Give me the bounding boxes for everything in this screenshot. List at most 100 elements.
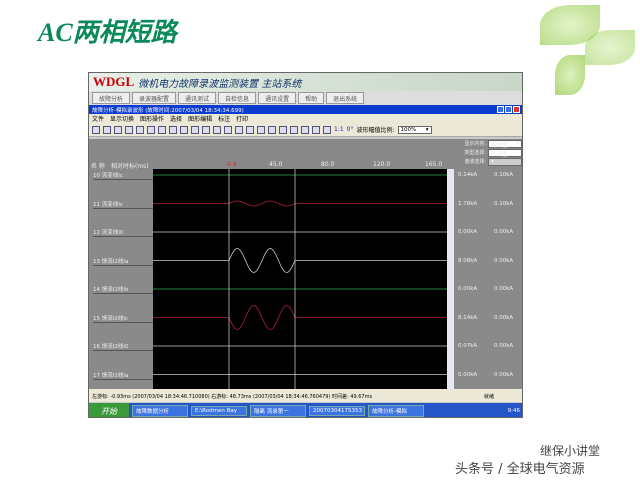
window-title: 故障分析-模拟录波形 (故障时间:2007/03/04 18:34:34.699… (92, 107, 244, 114)
menu-item[interactable]: 显示切换 (110, 116, 135, 123)
channel-labels: 10 流变线Ic 11 流变线Ic 12 流变线I0 13 馈流I2线Ia 14 馈流I… (89, 169, 153, 389)
maximize-button[interactable] (505, 106, 512, 113)
channel-label[interactable]: 14 馈流I2线Ib (93, 285, 153, 294)
channel-label[interactable]: 10 流变线Ic (93, 171, 153, 180)
channel-label[interactable]: 11 流变线Ic (93, 200, 153, 209)
time-column-header: 相对时标(ms) (111, 163, 149, 170)
toolbar-button-icon[interactable] (180, 125, 188, 134)
scale-select[interactable]: 100% ▾ (397, 125, 432, 134)
waveform-plot[interactable] (153, 169, 447, 389)
taskbar: 开始 故障数据分析 E:\Rodmen Bay 隔离 流录第一 20070304175… (89, 403, 522, 417)
status-ready: 就绪 (483, 394, 494, 400)
leaf-decoration (585, 30, 635, 65)
app-menu-item[interactable]: 自检信息 (218, 92, 257, 104)
harmonic-select[interactable]: ▾ (488, 158, 522, 166)
scale-label: 波形幅值比例: (356, 127, 395, 134)
display-label: 显示内容: (464, 141, 486, 147)
channel-label[interactable]: 12 流变线I0 (93, 228, 153, 237)
toolbar-button-icon[interactable] (169, 125, 177, 134)
toolbar-text-button[interactable]: 0° (346, 126, 354, 133)
toolbar-button-icon[interactable] (125, 125, 133, 134)
channel-value-2: 0.00kA (494, 314, 514, 321)
taskbar-task[interactable]: 故障数据分析 (132, 405, 188, 417)
cursor-marker: -0.9 (225, 161, 237, 168)
toolbar-button-icon[interactable] (103, 125, 111, 134)
toolbar-button-icon[interactable] (235, 125, 243, 134)
channel-value-2: 0.00kA (494, 343, 514, 349)
app-menu-item[interactable]: 故障分析 (92, 92, 131, 104)
vertical-scrollbar[interactable] (447, 169, 454, 389)
toolbar-button-icon[interactable] (224, 125, 232, 134)
toolbar-button-icon[interactable] (114, 125, 122, 134)
channel-value-1: 8.08kA (458, 257, 478, 264)
window-title-bar: 故障分析-模拟录波形 (故障时间:2007/03/04 18:34:34.699… (89, 105, 522, 114)
toolbar-button-icon[interactable] (312, 125, 320, 134)
toolbar-button-icon[interactable] (246, 125, 254, 134)
toolbar-button-icon[interactable] (213, 125, 221, 134)
channel-label[interactable]: 17 馈流I1线Ia (93, 371, 153, 380)
app-title-bar: WDGL 微机电力故障录波监测装置 主站系统 (89, 73, 522, 91)
display-select[interactable]: 有效值 ▾ (488, 140, 522, 149)
app-menu-item[interactable]: 通讯设置 (258, 92, 297, 104)
channel-label[interactable]: 16 馈流I2线I0 (93, 342, 153, 351)
menu-item[interactable]: 选择 (170, 116, 183, 123)
menu-item[interactable]: 标注 (218, 116, 231, 123)
menu-item[interactable]: 文件 (92, 116, 105, 123)
minimize-button[interactable] (497, 106, 504, 113)
toolbar-button-icon[interactable] (136, 125, 144, 134)
toolbar-button-icon[interactable] (158, 125, 166, 134)
toolbar-button-icon[interactable] (268, 125, 276, 134)
channel-trace (153, 248, 447, 273)
channel-value-1: 0.00kA (458, 286, 478, 292)
toolbar-text-button[interactable]: 1:1 (334, 126, 344, 133)
close-button[interactable] (513, 106, 520, 113)
channel-trace (153, 200, 447, 207)
taskbar-task[interactable]: 20070304175353 (309, 406, 365, 416)
taskbar-clock: 9:46 (507, 408, 520, 414)
waveform-header: 名 称 相对时标(ms) -0.9 45.0 80.0 120.0 165.0 显示内… (89, 139, 522, 170)
toolbar-button-icon[interactable] (92, 125, 100, 134)
taskbar-task[interactable]: 故障分析-模拟 (368, 405, 424, 417)
app-logo: WDGL (93, 74, 135, 89)
toolbar-button-icon[interactable] (147, 125, 155, 134)
menu-item[interactable]: 图形操作 (140, 116, 165, 123)
app-menu-item[interactable]: 通讯测试 (178, 92, 217, 104)
menu-item[interactable]: 图形编辑 (188, 116, 213, 123)
toolbar-button-icon[interactable] (191, 125, 199, 134)
app-menu-item[interactable]: 帮助 (298, 92, 325, 104)
channel-value-2: 0.00kA (494, 371, 514, 378)
app-subtitle: 微机电力故障录波监测装置 主站系统 (138, 78, 302, 90)
status-bar: 左游标: -0.93ms (2007/03/04 18:34:46.710080… (89, 389, 522, 402)
toolbar-button-icon[interactable] (279, 125, 287, 134)
channel-value-1: 0.00kA (458, 229, 478, 235)
app-menu-item[interactable]: 录波器配置 (132, 92, 177, 104)
time-tick: 120.0 (373, 161, 391, 168)
time-tick: 80.0 (321, 161, 335, 168)
taskbar-task[interactable]: E:\Rodmen Bay (191, 406, 247, 416)
channel-label[interactable]: 13 馈流I2线Ia (93, 257, 153, 266)
cursor-status: 左游标: -0.93ms (2007/03/04 18:34:46.710080… (92, 394, 373, 400)
channel-value-1: 1.78kA (458, 200, 478, 207)
app-menu: 故障分析 录波器配置 通讯测试 自检信息 通讯设置 帮助 退出系统 (89, 91, 522, 105)
channel-trace (153, 305, 447, 330)
toolbar-button-icon[interactable] (301, 125, 309, 134)
harmonic-label: 谐波选择: (464, 159, 486, 165)
channel-value-2: 0.00kA (494, 257, 514, 264)
channel-value-1: 0.14kA (458, 172, 478, 178)
channel-value-1: 0.00kA (458, 371, 478, 378)
channel-value-2: 0.00kA (494, 229, 514, 235)
channel-label[interactable]: 15 馈流I2线Ic (93, 314, 153, 323)
toolbar-button-icon[interactable] (202, 125, 210, 134)
slide-title: AC两相短路 (38, 18, 177, 47)
watermark-source: 头条号 / 全球电气资源 (455, 462, 585, 477)
type-select[interactable]: 一次值 ▾ (488, 149, 522, 158)
menu-item[interactable]: 打印 (236, 116, 249, 123)
toolbar-button-icon[interactable] (257, 125, 265, 134)
toolbar-button-icon[interactable] (290, 125, 298, 134)
channel-value-1: 0.07kA (458, 343, 478, 349)
start-button[interactable]: 开始 (89, 403, 129, 417)
taskbar-task[interactable]: 隔离 流录第一 (250, 405, 306, 417)
toolbar-button-icon[interactable] (323, 125, 331, 134)
app-menu-item[interactable]: 退出系统 (326, 92, 365, 104)
channel-value-2: 0.10kA (494, 200, 514, 207)
